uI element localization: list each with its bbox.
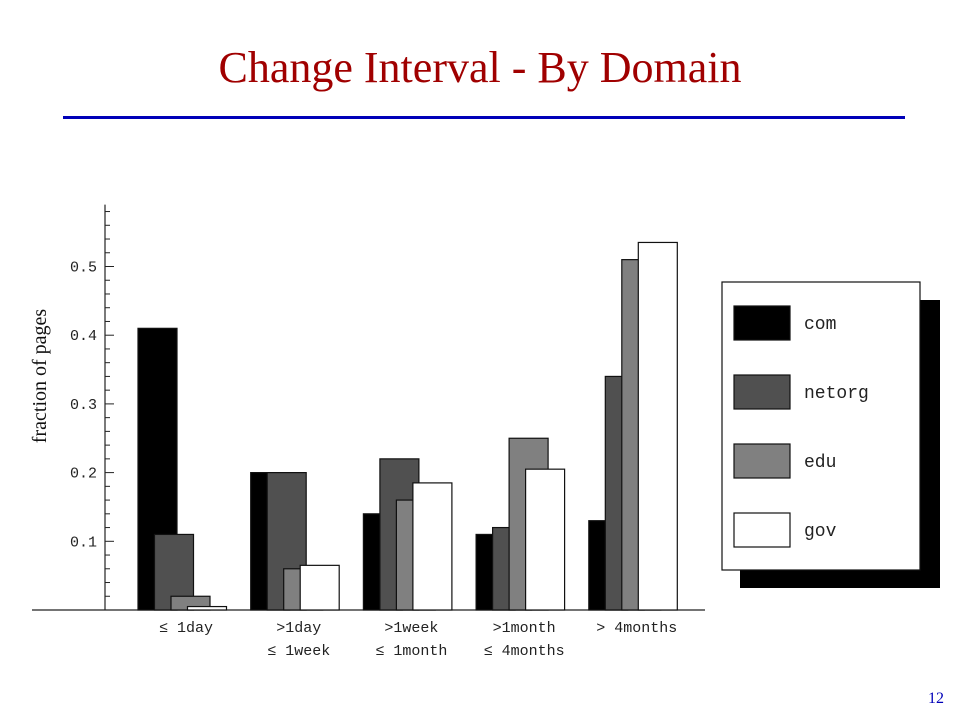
page-number: 12 [928, 690, 944, 707]
legend-label-gov: gov [804, 522, 837, 542]
legend-label-netorg: netorg [804, 384, 869, 404]
chart-bars [137, 241, 678, 611]
x-tick-label: >1week [384, 620, 438, 637]
y-tick-label: 0.5 [70, 260, 97, 277]
bar-gov [637, 241, 678, 611]
bar-gov [186, 605, 228, 611]
x-tick-labels: ≤ 1day >1day ≤ 1week >1week ≤ 1month >1month ≤… [159, 620, 677, 660]
chart-legend: com netorg edu gov [721, 281, 940, 588]
bar-gov [524, 468, 566, 611]
y-tick-label: 0.2 [70, 466, 97, 483]
legend-swatch-com [733, 305, 791, 341]
title-rule [63, 116, 905, 119]
y-tick-label: 0.3 [70, 397, 97, 414]
x-tick-label: ≤ 1month [375, 643, 447, 660]
slide-title: Change Interval - By Domain [218, 43, 742, 92]
x-tick-label: ≤ 4months [484, 643, 565, 660]
x-tick-label: ≤ 1day [159, 620, 213, 637]
legend-label-com: com [804, 315, 836, 335]
x-tick-label: >1day [276, 620, 321, 637]
legend-label-edu: edu [804, 453, 836, 473]
legend-swatch-edu [733, 443, 791, 479]
bar-gov [299, 564, 340, 611]
x-tick-label: ≤ 1week [267, 643, 330, 660]
x-tick-label: >1month [493, 620, 556, 637]
bar-gov [412, 482, 453, 611]
legend-swatch-gov [733, 512, 791, 548]
y-tick-label: 0.4 [70, 328, 97, 345]
y-axis-label: fraction of pages [29, 309, 51, 444]
y-tick-label: 0.1 [70, 534, 97, 551]
legend-swatch-netorg [733, 374, 791, 410]
x-tick-label: > 4months [596, 620, 677, 637]
